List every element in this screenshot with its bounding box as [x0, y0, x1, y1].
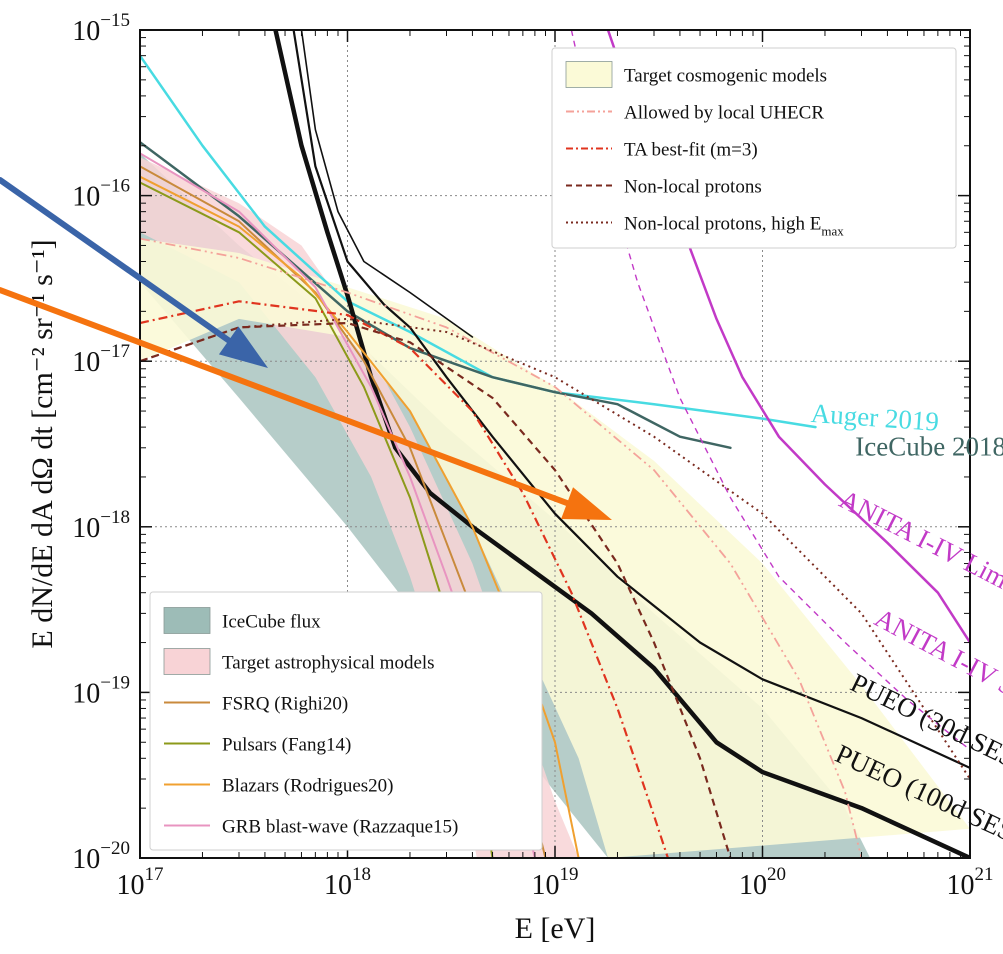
y-tick-label: 10−20	[72, 838, 130, 875]
x-tick-exponent: 19	[560, 864, 579, 885]
legend-label-allowed-by-local-uhecr: Allowed by local UHECR	[624, 103, 824, 124]
y-tick-exponent: −20	[100, 838, 130, 859]
y-tick-exponent: −16	[100, 176, 130, 197]
legend-label-target-astrophysical-models: Target astrophysical models	[222, 653, 435, 674]
y-tick-base: 10	[72, 182, 100, 213]
y-tick-exponent: −17	[100, 341, 130, 362]
x-tick-exponent: 20	[767, 864, 786, 885]
y-tick-label: 10−15	[72, 10, 130, 47]
x-tick-base: 10	[739, 870, 767, 901]
x-tick-base: 10	[117, 870, 145, 901]
legend-label-text: FSRQ (Righi20)	[222, 694, 348, 715]
x-tick-base: 10	[324, 870, 352, 901]
series-blazars-rodrigues20	[140, 175, 580, 858]
tick-labels: 1017 1018 1019 1020 102110−2010−1910−1810−17…	[72, 10, 993, 901]
annotation-arrow-shaft	[0, 177, 232, 344]
y-tick-exponent: −18	[100, 507, 130, 528]
y-tick-label: 10−19	[72, 672, 130, 709]
y-tick-base: 10	[72, 513, 100, 544]
y-tick-base: 10	[72, 347, 100, 378]
y-tick-label: 10−16	[72, 176, 130, 213]
legend-label-non-local-protons-high-e: Non-local protons, high Emax	[624, 214, 844, 239]
x-tick-exponent: 21	[975, 864, 994, 885]
series-non-local-protons-high-emax	[140, 317, 970, 780]
legend-box	[149, 591, 543, 851]
x-tick-exponent: 17	[145, 864, 164, 885]
legend-swatch-target-cosmogenic-models	[565, 61, 613, 88]
legend-box	[551, 47, 957, 249]
legend-cosmogenic: Target cosmogenic models Allowed by local…	[551, 47, 957, 249]
y-tick-base: 10	[72, 16, 100, 47]
legend-label-text: TA best-fit (m=3)	[624, 140, 758, 161]
legend-label-grb-blast-wave-razzaque15: GRB blast-wave (Razzaque15)	[222, 817, 458, 838]
x-tick-label: 1021	[947, 864, 994, 901]
legend-label-target-cosmogenic-models: Target cosmogenic models	[624, 66, 827, 87]
x-axis-title: E [eV]	[515, 912, 596, 945]
y-tick-base: 10	[72, 678, 100, 709]
series-auger-2019	[140, 54, 817, 429]
legend-swatch-target-astrophysical-models	[163, 648, 211, 675]
legend-label-text: GRB blast-wave (Razzaque15)	[222, 817, 458, 838]
x-tick-base: 10	[947, 870, 975, 901]
x-tick-label: 1019	[532, 864, 579, 901]
series-pueo-30d-ses	[292, 30, 970, 769]
y-tick-base: 10	[72, 844, 100, 875]
legend-label-text: Non-local protons	[624, 177, 762, 198]
annotation-arrow-head	[561, 487, 612, 520]
legend-label-text: Allowed by local UHECR	[624, 103, 824, 124]
y-tick-label: 10−17	[72, 341, 130, 378]
legend-label-text: Non-local protons, high E	[624, 214, 821, 235]
series-pueo-30d-extra	[300, 30, 474, 338]
curve-label-anita-i-iv-limit: ANITA I-IV Limit	[835, 484, 1003, 602]
annotation-arrow-shaft	[0, 287, 571, 507]
legend-astrophysical: IceCube flux Target astrophysical models F…	[149, 591, 543, 851]
series-ta-best-fit-m-3	[140, 300, 669, 858]
legend-label-text: Target astrophysical models	[222, 653, 435, 674]
legend-label-fsrq-righi20: FSRQ (Righi20)	[222, 694, 348, 715]
legend-label-icecube-flux: IceCube flux	[222, 612, 321, 633]
legend-label-pulsars-fang14: Pulsars (Fang14)	[222, 735, 351, 756]
x-tick-label: 1017	[117, 864, 164, 901]
x-tick-exponent: 18	[352, 864, 371, 885]
series-non-local-protons	[140, 321, 732, 858]
y-tick-exponent: −19	[100, 672, 130, 693]
legend-label-non-local-protons: Non-local protons	[624, 177, 762, 198]
legend-label-ta-best-fit-m-3: TA best-fit (m=3)	[624, 140, 758, 161]
legend-label-blazars-rodrigues20: Blazars (Rodrigues20)	[222, 776, 393, 797]
arrows-layer	[0, 177, 612, 520]
legend-label-text: Target cosmogenic models	[624, 66, 827, 87]
x-tick-base: 10	[532, 870, 560, 901]
y-tick-label: 10−18	[72, 507, 130, 544]
plot-frame	[139, 29, 971, 859]
x-tick-label: 1018	[324, 864, 371, 901]
y-tick-exponent: −15	[100, 10, 130, 31]
band-target-cosmogenic-models	[140, 238, 970, 858]
legend-label-text: Pulsars (Fang14)	[222, 735, 351, 756]
legend-label-text: Blazars (Rodrigues20)	[222, 776, 393, 797]
legend-swatch-icecube-flux	[163, 607, 211, 634]
curve-label-icecube-2018: IceCube 2018	[855, 431, 1003, 461]
annotation-arrow-head	[218, 326, 268, 368]
legend-label-text: IceCube flux	[222, 612, 321, 633]
x-tick-label: 1020	[739, 864, 786, 901]
series-allowed-by-local-uhecr	[140, 237, 863, 858]
legend-label-subscript: max	[821, 224, 844, 239]
